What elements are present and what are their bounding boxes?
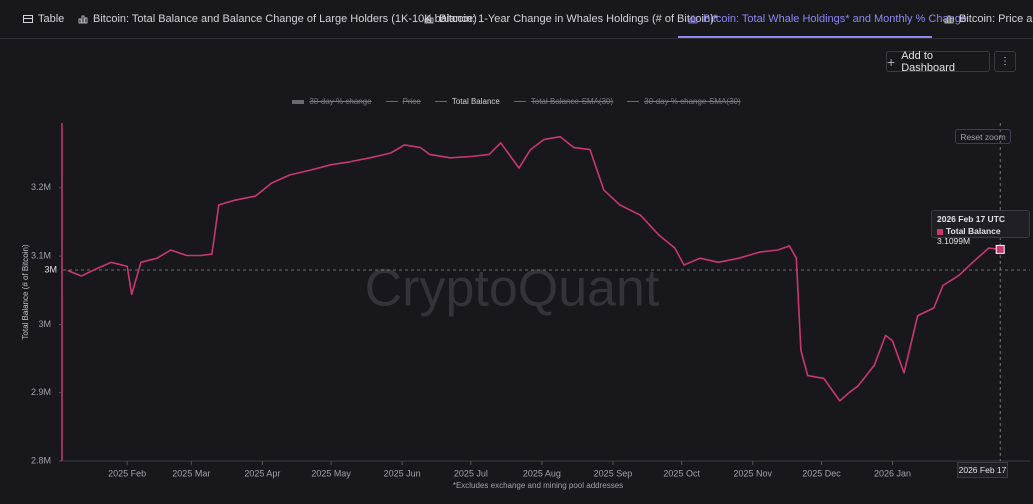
- legend-label: 30-day % change-SMA(30): [644, 97, 741, 106]
- tooltip-value: 3.1099M: [937, 236, 971, 246]
- legend-item[interactable]: 30-day % change-SMA(30): [627, 97, 741, 106]
- footnote: *Excludes exchange and mining pool addre…: [453, 481, 623, 490]
- tab-label: Bitcoin: Total Balance and Balance Chang…: [93, 13, 477, 25]
- legend-item[interactable]: 30-day % change: [292, 97, 372, 106]
- y-tick-label: 3.1M: [31, 251, 51, 261]
- y-tick-label: 2.8M: [31, 455, 51, 465]
- tab-icon: [688, 15, 698, 24]
- y-tick-label: 2.9M: [31, 387, 51, 397]
- icon-part: [427, 15, 431, 24]
- tab-icon: [23, 15, 33, 23]
- x-tick-label: 2025 Apr: [244, 468, 280, 478]
- tooltip-row: Total Balance 3.1099M: [937, 226, 1024, 246]
- tooltip-title: 2026 Feb 17 UTC: [937, 214, 1006, 224]
- more-button[interactable]: ⋮: [994, 51, 1016, 72]
- x-tick-label: 2026 Jan: [874, 468, 911, 478]
- tab-bar: Table Bitcoin: Total Balance and Balance …: [0, 0, 1033, 39]
- legend-item[interactable]: Total Balance: [434, 97, 500, 106]
- x-tick-label: 2025 Mar: [172, 468, 210, 478]
- tab-icon: [78, 15, 88, 24]
- icon-part: [950, 17, 954, 24]
- tab-label: Bitcoin: 1-Year Change in Whales Holding…: [439, 13, 719, 25]
- icon-part: [691, 15, 695, 24]
- legend-label: Total Balance-SMA(30): [530, 97, 614, 106]
- icon-part: [430, 17, 434, 24]
- hover-point: [995, 244, 1005, 254]
- legend: 30-day % change Price Total Balance Total B…: [0, 97, 1033, 106]
- x-tick-label: 2025 Jul: [454, 468, 488, 478]
- watermark: CryptoQuant: [365, 260, 660, 318]
- legend-label: Price: [402, 97, 421, 106]
- tab[interactable]: Bitcoin: Total Balance and Balance Chang…: [78, 13, 477, 25]
- legend-label: 30-day % change: [309, 97, 372, 106]
- tooltip: 2026 Feb 17 UTC Total Balance 3.1099M: [931, 210, 1030, 246]
- tab-label: Bitcoin: Total Whale Holdings* and Month…: [703, 13, 967, 25]
- x-tick-label: 2025 Feb: [108, 468, 146, 478]
- legend-icon: [292, 99, 305, 104]
- active-tab-underline: [678, 36, 932, 38]
- x-tick-label: 2025 Sep: [594, 468, 633, 478]
- tab-icon: [424, 15, 434, 24]
- legend-item[interactable]: Price: [385, 97, 421, 106]
- icon-part: [81, 15, 85, 24]
- icon-part: [78, 18, 82, 24]
- reset-zoom-button[interactable]: Reset zoom: [955, 129, 1011, 144]
- crosshair-x-label: 2026 Feb 17: [957, 462, 1008, 478]
- icon-part: [424, 18, 428, 24]
- x-tick-label: 2025 Aug: [523, 468, 561, 478]
- series-line: [67, 135, 1001, 402]
- icon-part: [688, 18, 692, 24]
- icon-part: [694, 17, 698, 24]
- plus-icon: +: [887, 53, 896, 70]
- crosshair-y-label: 3M: [44, 264, 57, 274]
- tab[interactable]: Bitcoin: Price and: [944, 13, 1033, 25]
- y-axis-label: Total Balance (# of Bitcoin): [21, 244, 30, 339]
- add-to-dashboard-button[interactable]: + Add to Dashboard: [886, 49, 990, 74]
- tab-icon: [944, 15, 954, 24]
- icon-part: [944, 18, 948, 24]
- x-tick-label: 2025 Nov: [733, 468, 772, 478]
- y-tick-label: 3.2M: [31, 182, 51, 192]
- legend-label: Total Balance: [451, 97, 500, 106]
- legend-icon: [385, 100, 398, 103]
- y-tick-label: 3M: [38, 319, 51, 329]
- legend-icon: [513, 100, 526, 103]
- tooltip-series: Total Balance: [946, 226, 1001, 236]
- x-tick-label: 2025 Oct: [663, 468, 700, 478]
- tab[interactable]: Table: [23, 13, 64, 25]
- tab[interactable]: Bitcoin: 1-Year Change in Whales Holding…: [424, 13, 718, 25]
- tab[interactable]: Bitcoin: Total Whale Holdings* and Month…: [688, 13, 967, 25]
- x-tick-label: 2025 Jun: [384, 468, 421, 478]
- legend-icon: [627, 100, 640, 103]
- icon-part: [84, 17, 88, 24]
- icon-part: [947, 15, 951, 24]
- tab-label: Table: [38, 13, 65, 25]
- tooltip-swatch: [937, 228, 943, 235]
- x-tick-label: 2025 May: [311, 468, 351, 478]
- button-label: Add to Dashboard: [901, 49, 956, 74]
- tab-label: Bitcoin: Price and: [959, 13, 1033, 25]
- x-tick-label: 2025 Dec: [802, 468, 841, 478]
- legend-item[interactable]: Total Balance-SMA(30): [513, 97, 614, 106]
- legend-icon: [434, 100, 447, 103]
